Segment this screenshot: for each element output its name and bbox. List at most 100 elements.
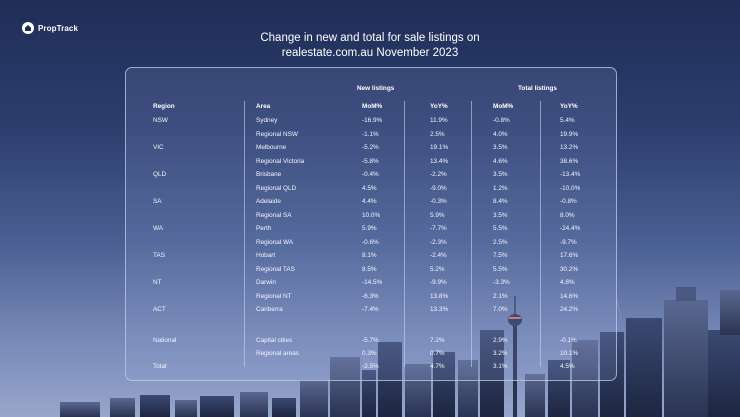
table-cell-total-mom: 4.6%	[493, 157, 508, 165]
table-cell-total-yoy: 17.6%	[560, 252, 579, 259]
table-cell-area: Regional Victoria	[256, 157, 305, 165]
table-cell-total-mom: 2.9%	[493, 337, 508, 344]
column-divider	[471, 101, 472, 367]
table-cell-area: Regional QLD	[256, 184, 297, 192]
table-cell-region: NSW	[153, 117, 168, 124]
table-cell-new-mom: 8.5%	[362, 265, 377, 273]
table-cell-region: Total	[153, 363, 167, 370]
table-cell-new-yoy: 0.7%	[430, 350, 445, 357]
table-cell-new-mom: -5.8%	[362, 157, 379, 165]
table-cell-region: National	[153, 337, 177, 344]
table-cell-new-mom: 10.0%	[362, 211, 381, 219]
table-cell-new-mom: -0.6%	[362, 238, 379, 246]
table-cell-region: VIC	[153, 144, 164, 151]
table-cell-total-mom: 3.5%	[493, 211, 508, 219]
column-header-new-yoy: YoY%	[430, 103, 448, 110]
table-cell-total-yoy: -13.4%	[560, 171, 581, 178]
table-cell-total-mom: 3.2%	[493, 350, 508, 357]
table-cell-new-yoy: -0.3%	[430, 198, 447, 205]
table-cell-area: Regional WA	[256, 238, 294, 246]
table-cell-total-mom: 1.2%	[493, 184, 508, 192]
table-cell-region: ACT	[153, 306, 166, 313]
table-cell-new-mom: 4.5%	[362, 184, 377, 192]
table-cell-area: Darwin	[256, 279, 276, 286]
table-cell-area: Melbourne	[256, 144, 287, 151]
table-cell-area: Adelaide	[256, 198, 281, 205]
table-cell-total-mom: 3.1%	[493, 363, 508, 370]
table-cell-area: Brisbane	[256, 171, 282, 178]
table-cell-new-mom: -5.7%	[362, 337, 379, 344]
table-cell-total-yoy: 8.0%	[560, 211, 575, 219]
table-cell-new-yoy: 5.9%	[430, 211, 445, 219]
table-cell-area: Perth	[256, 225, 272, 232]
table-cell-new-yoy: -7.7%	[430, 225, 447, 232]
group-header-total-listings: Total listings	[518, 85, 557, 92]
table-cell-new-yoy: -2.2%	[430, 171, 447, 178]
table-cell-total-yoy: 38.6%	[560, 157, 579, 165]
table-cell-total-mom: 3.5%	[493, 144, 508, 151]
table-cell-total-yoy: 14.6%	[560, 292, 579, 300]
table-cell-total-yoy: 4.5%	[560, 363, 575, 370]
table-cell-new-mom: -3.5%	[362, 363, 379, 370]
table-cell-new-yoy: 2.5%	[430, 130, 445, 138]
table-cell-new-yoy: -2.4%	[430, 252, 447, 259]
table-cell-area: Capital cities	[256, 337, 293, 344]
table-cell-area: Hobart	[256, 252, 276, 259]
table-cell-total-yoy: -24.4%	[560, 225, 581, 232]
table-cell-new-yoy: 11.9%	[430, 117, 448, 124]
house-logo-icon	[22, 22, 34, 34]
table-cell-area: Regional NT	[256, 292, 292, 300]
table-cell-total-yoy: -0.1%	[560, 337, 577, 344]
logo-text: PropTrack	[38, 23, 79, 33]
table-cell-new-yoy: -9.9%	[430, 279, 447, 286]
table-cell-total-mom: 3.5%	[493, 171, 508, 178]
table-cell-total-yoy: 4.8%	[560, 279, 575, 286]
column-divider	[404, 101, 405, 367]
table-cell-new-yoy: 13.8%	[430, 292, 449, 300]
group-header-new-listings: New listings	[357, 85, 395, 92]
table-cell-new-mom: 4.4%	[362, 198, 377, 205]
table-cell-new-yoy: 13.3%	[430, 306, 449, 313]
table-cell-region: WA	[153, 225, 164, 232]
listings-table-panel	[125, 67, 617, 381]
proptrack-logo: PropTrack	[22, 22, 78, 34]
table-cell-area: Regional TAS	[256, 265, 295, 273]
table-cell-area: Sydney	[256, 117, 278, 124]
column-header-total-yoy: YoY%	[560, 103, 578, 110]
table-cell-total-mom: 5.5%	[493, 225, 508, 232]
table-cell-total-yoy: 19.9%	[560, 130, 579, 138]
table-cell-total-mom: 7.5%	[493, 252, 508, 259]
table-cell-region: SA	[153, 198, 162, 205]
table-cell-new-mom: 5.9%	[362, 225, 377, 232]
table-cell-total-yoy: -0.8%	[560, 198, 577, 205]
table-cell-area: Canberra	[256, 306, 283, 313]
table-cell-new-mom: -6.3%	[362, 292, 379, 300]
table-cell-total-yoy: 30.2%	[560, 265, 579, 273]
table-cell-new-yoy: -9.0%	[430, 184, 447, 192]
table-cell-total-mom: 2.5%	[493, 238, 508, 246]
table-cell-new-mom: -16.9%	[362, 117, 383, 124]
table-cell-new-yoy: -2.3%	[430, 238, 447, 246]
table-cell-area: Regional areas	[256, 350, 299, 357]
table-cell-new-yoy: 7.2%	[430, 337, 445, 344]
table-cell-total-yoy: 13.2%	[560, 144, 579, 151]
table-cell-new-yoy: 5.2%	[430, 265, 445, 273]
column-header-new-mom: MoM%	[362, 103, 383, 110]
table-cell-new-yoy: 13.4%	[430, 157, 449, 165]
table-cell-total-mom: 7.0%	[493, 306, 508, 313]
table-cell-total-yoy: 5.4%	[560, 117, 575, 124]
table-cell-total-yoy: 10.1%	[560, 350, 579, 357]
table-cell-total-mom: 2.1%	[493, 292, 508, 300]
table-cell-new-yoy: 4.7%	[430, 363, 445, 370]
column-divider	[540, 101, 541, 367]
table-cell-new-yoy: 19.1%	[430, 144, 449, 151]
table-cell-new-mom: 8.1%	[362, 252, 377, 259]
title-line-1: Change in new and total for sale listing…	[260, 32, 480, 44]
column-header-region: Region	[153, 103, 175, 110]
table-cell-new-mom: -0.4%	[362, 171, 379, 178]
table-cell-area: Regional NSW	[256, 130, 298, 138]
table-cell-region: NT	[153, 279, 162, 286]
table-cell-total-mom: 5.5%	[493, 265, 508, 273]
table-cell-total-yoy: 24.2%	[560, 306, 579, 313]
